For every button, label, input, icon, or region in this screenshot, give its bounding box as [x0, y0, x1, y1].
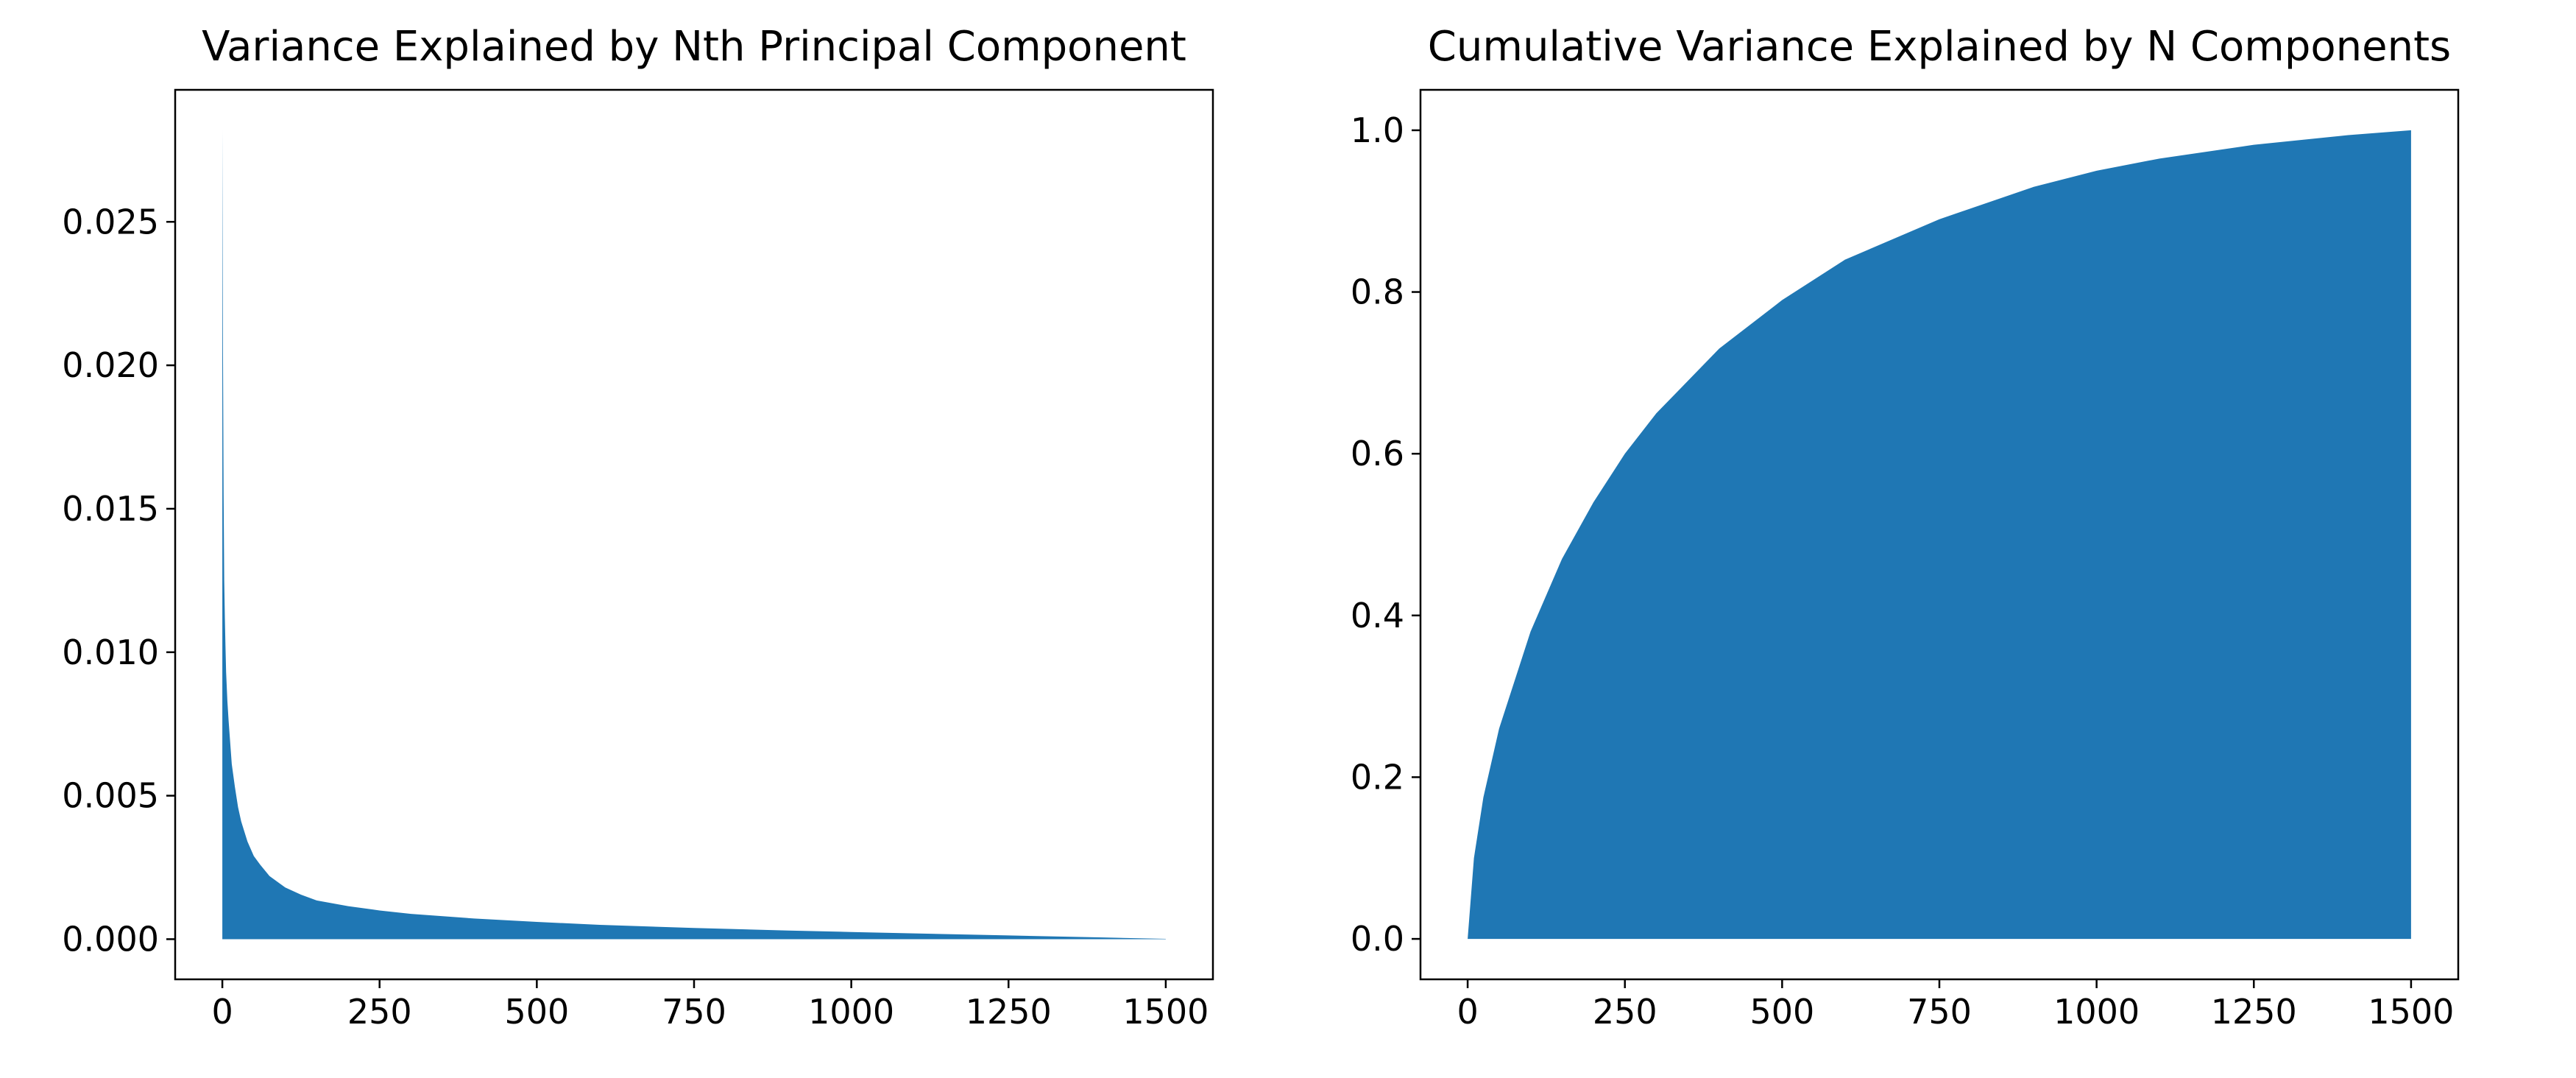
x-tick-label: 1000 [2053, 992, 2140, 1032]
x-tick-label: 1500 [2368, 992, 2454, 1032]
y-tick-label: 0.015 [62, 489, 159, 529]
y-tick-label: 0.005 [62, 776, 159, 816]
y-tick-label: 0.6 [1351, 434, 1404, 473]
x-tick-label: 250 [347, 992, 412, 1032]
y-tick-label: 0.8 [1351, 272, 1404, 312]
x-tick-label: 750 [662, 992, 726, 1032]
x-tick-label: 250 [1593, 992, 1657, 1032]
chart-title: Cumulative Variance Explained by N Compo… [1428, 23, 2451, 71]
x-tick-label: 1500 [1122, 992, 1209, 1032]
x-tick-label: 1250 [2211, 992, 2297, 1032]
y-tick-label: 1.0 [1351, 110, 1404, 150]
chart-1: 0 250 500 750 1000 1250 1500 0.000 0.005 0.010 0.0… [62, 23, 1214, 1032]
x-tick-label: 500 [1749, 992, 1814, 1032]
y-tick-label: 0.4 [1351, 596, 1404, 635]
plots: 0 250 500 750 1000 1250 1500 0.000 0.005 0.010 0.0… [62, 23, 2460, 1032]
y-tick-label: 0.010 [62, 633, 159, 672]
y-tick-label: 0.020 [62, 345, 159, 385]
x-tick-label: 0 [211, 992, 233, 1032]
y-tick-label: 0.025 [62, 202, 159, 242]
area-series [1468, 130, 2411, 940]
x-tick-label: 1000 [808, 992, 894, 1032]
chart-title: Variance Explained by Nth Principal Comp… [202, 23, 1186, 71]
x-tick-label: 500 [504, 992, 569, 1032]
x-tick-label: 0 [1457, 992, 1478, 1032]
x-tick-label: 1250 [966, 992, 1052, 1032]
x-tick-label: 750 [1907, 992, 1972, 1032]
y-tick-label: 0.2 [1351, 757, 1404, 797]
y-tick-label: 0.000 [62, 919, 159, 959]
chart-2: 0 250 500 750 1000 1250 1500 0.0 0.2 0.4 0.6 0.8 1.0… [1351, 23, 2460, 1032]
y-tick-label: 0.0 [1351, 919, 1404, 959]
